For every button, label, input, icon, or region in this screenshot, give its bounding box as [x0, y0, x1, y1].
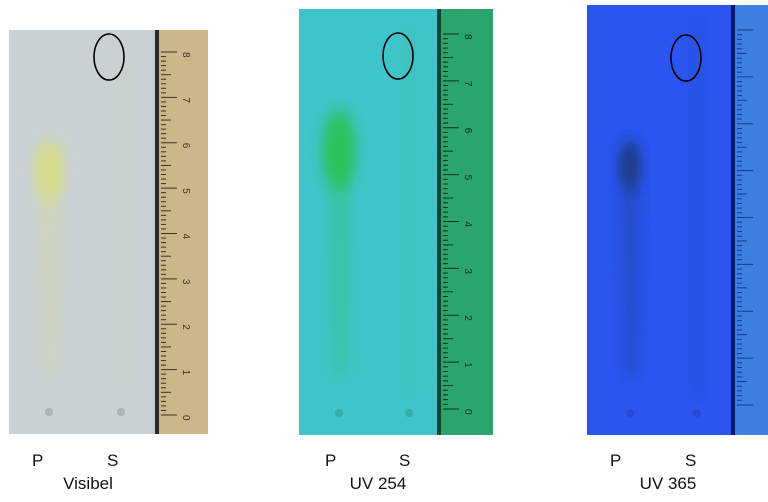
lane-label-s: S — [399, 451, 411, 470]
origin-mark-s — [693, 409, 701, 417]
ruler-number: 6 — [180, 143, 191, 149]
lane-s-streak — [692, 25, 702, 395]
ruler-number: 5 — [180, 188, 191, 194]
plate-background — [299, 9, 441, 435]
origin-mark-p — [335, 409, 343, 417]
ruler-number: 0 — [462, 409, 473, 415]
caption-visible: Visibel — [63, 474, 113, 493]
lane-label-s: S — [685, 451, 697, 470]
highlight-circle — [382, 32, 414, 80]
ruler — [735, 5, 768, 435]
ruler-number: 7 — [180, 97, 191, 103]
lane-label-p: P — [32, 451, 44, 470]
lane-p-streak — [620, 145, 640, 375]
ruler-number: 1 — [462, 362, 473, 368]
plate-background — [587, 5, 735, 435]
ruler-number: 4 — [462, 222, 473, 228]
tlc-photo-uv254: 8 7 6 5 4 3 2 1 0 — [299, 9, 493, 435]
lane-p-streak — [329, 129, 349, 375]
tlc-photo-uv365 — [587, 5, 768, 435]
plate-background — [9, 30, 159, 434]
lane-label-s: S — [107, 451, 119, 470]
caption-uv254: UV 254 — [349, 474, 407, 493]
ruler-shadow — [731, 5, 735, 435]
ruler-number: 3 — [180, 279, 191, 285]
tlc-photo-visible: 8 7 6 5 4 3 2 1 0 — [9, 30, 208, 434]
origin-mark-p — [626, 409, 634, 417]
lane-label-p: P — [325, 451, 337, 470]
ruler-shadow — [437, 9, 441, 435]
ruler-shadow — [155, 30, 159, 434]
caption-uv365: UV 365 — [639, 474, 697, 493]
ruler-number: 2 — [180, 324, 191, 330]
lane-s-streak — [116, 50, 126, 394]
origin-mark-s — [405, 409, 413, 417]
tlc-plate-uv254: 8 7 6 5 4 3 2 1 0 — [299, 9, 493, 435]
panel-visible: 8 7 6 5 4 3 2 1 0 P S Visibel — [0, 0, 210, 502]
ruler-number: 3 — [462, 268, 473, 274]
tlc-plate-uv365 — [587, 5, 768, 435]
origin-mark-p — [45, 408, 53, 416]
lane-label-p: P — [610, 451, 622, 470]
ruler-number: 4 — [180, 234, 191, 240]
highlight-circle — [93, 33, 125, 81]
ruler-number: 1 — [180, 370, 191, 376]
lane-p-streak — [39, 150, 59, 374]
ruler-number: 8 — [180, 52, 191, 58]
ruler-number: 6 — [462, 128, 473, 134]
lane-p-spot — [620, 140, 640, 190]
ruler-number: 5 — [462, 175, 473, 181]
lane-p-spot — [35, 140, 63, 200]
ruler-number: 2 — [462, 315, 473, 321]
highlight-circle — [670, 34, 702, 82]
panel-uv365: P S UV 365 — [578, 0, 768, 502]
ruler-number: 8 — [462, 34, 473, 40]
lane-p-spot — [323, 109, 355, 189]
lane-s-streak — [404, 29, 414, 395]
origin-mark-s — [117, 408, 125, 416]
ruler-number: 0 — [180, 415, 191, 421]
tlc-plate-visible: 8 7 6 5 4 3 2 1 0 — [9, 30, 208, 434]
panel-uv254: 8 7 6 5 4 3 2 1 0 P S UV 254 — [290, 0, 500, 502]
ruler-number: 7 — [462, 81, 473, 87]
